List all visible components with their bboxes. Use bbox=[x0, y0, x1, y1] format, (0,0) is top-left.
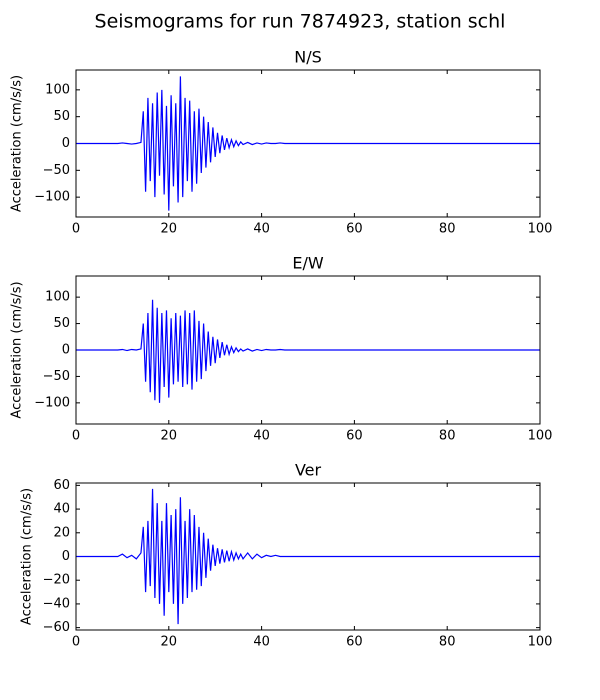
y-tick-label: 0 bbox=[62, 343, 70, 358]
x-tick-label: 100 bbox=[528, 635, 553, 650]
y-tick-label: −100 bbox=[34, 190, 70, 205]
seismogram-line bbox=[76, 76, 540, 211]
x-tick-label: 60 bbox=[346, 635, 363, 650]
y-tick-label: 0 bbox=[62, 549, 70, 564]
y-tick-label: 20 bbox=[53, 525, 70, 540]
seismogram-line bbox=[76, 488, 540, 625]
x-tick-label: 20 bbox=[161, 222, 178, 237]
y-tick-label: 50 bbox=[53, 109, 70, 124]
y-tick-label: 60 bbox=[53, 478, 70, 493]
y-tick-label: 100 bbox=[45, 290, 70, 305]
x-tick-label: 0 bbox=[72, 222, 80, 237]
y-tick-label: 0 bbox=[62, 136, 70, 151]
seismogram-line bbox=[76, 299, 540, 403]
y-tick-label: −100 bbox=[34, 395, 70, 410]
x-tick-label: 20 bbox=[161, 635, 178, 650]
x-tick-label: 80 bbox=[439, 429, 456, 444]
y-axis-label: Acceleration (cm/s/s) bbox=[10, 75, 25, 212]
x-tick-label: 20 bbox=[161, 429, 178, 444]
x-tick-label: 60 bbox=[346, 429, 363, 444]
y-tick-label: −60 bbox=[43, 620, 70, 635]
figure-title: Seismograms for run 7874923, station sch… bbox=[95, 11, 506, 33]
x-tick-label: 100 bbox=[528, 222, 553, 237]
plot-frame bbox=[75, 482, 541, 631]
y-tick-label: −50 bbox=[43, 163, 70, 178]
y-tick-label: 40 bbox=[53, 502, 70, 517]
chart-title: N/S bbox=[294, 48, 322, 67]
x-tick-label: 40 bbox=[253, 222, 270, 237]
chart-title: E/W bbox=[292, 254, 324, 273]
y-axis-label: Acceleration (cm/s/s) bbox=[10, 281, 25, 418]
y-tick-label: −50 bbox=[43, 369, 70, 384]
x-tick-label: 0 bbox=[72, 429, 80, 444]
plot-frame bbox=[75, 275, 541, 425]
y-tick-label: −20 bbox=[43, 573, 70, 588]
x-tick-label: 40 bbox=[253, 429, 270, 444]
y-tick-label: 50 bbox=[53, 316, 70, 331]
y-tick-label: −40 bbox=[43, 596, 70, 611]
x-tick-label: 80 bbox=[439, 635, 456, 650]
x-tick-label: 40 bbox=[253, 635, 270, 650]
x-tick-label: 80 bbox=[439, 222, 456, 237]
plot-frame bbox=[75, 69, 541, 218]
y-tick-label: 100 bbox=[45, 82, 70, 97]
y-axis-label: Acceleration (cm/s/s) bbox=[20, 488, 35, 625]
x-tick-label: 60 bbox=[346, 222, 363, 237]
x-tick-label: 0 bbox=[72, 635, 80, 650]
x-tick-label: 100 bbox=[528, 429, 553, 444]
chart-title: Ver bbox=[295, 461, 322, 480]
